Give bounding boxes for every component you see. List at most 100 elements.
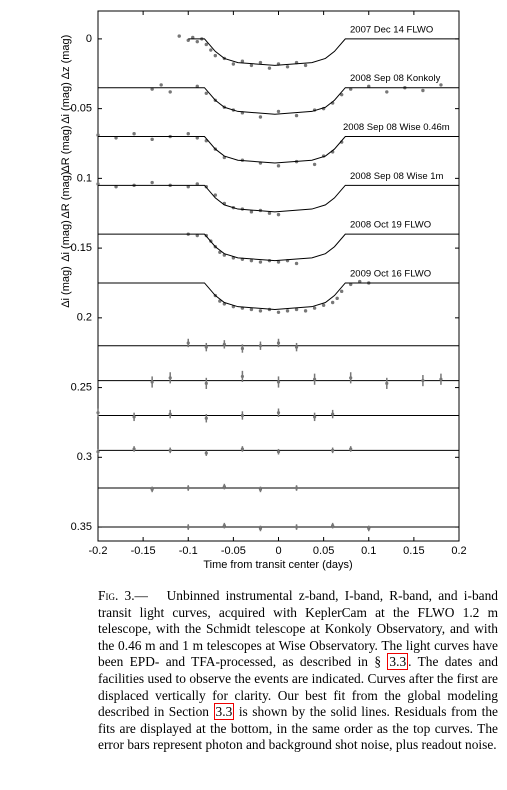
- model-line: [188, 38, 459, 66]
- data-point: [339, 92, 344, 97]
- curve-label: 2008 Sep 08 Konkoly: [350, 73, 441, 84]
- residual-point: [204, 416, 208, 420]
- data-point: [249, 63, 254, 68]
- data-point: [385, 90, 389, 94]
- residual-point: [240, 447, 244, 451]
- data-point: [312, 306, 317, 310]
- residual-point: [331, 524, 335, 528]
- curve-label: 2008 Sep 08 Wise 0.46m: [343, 122, 450, 133]
- x-tick-label: 0.1: [361, 545, 376, 557]
- data-point: [150, 87, 154, 91]
- data-point: [195, 84, 199, 89]
- model-line: [98, 184, 459, 213]
- residual-point: [276, 341, 281, 345]
- x-tick-label: 0.05: [313, 545, 334, 557]
- data-point: [349, 282, 353, 287]
- residual-point: [222, 342, 226, 346]
- x-tick-label: 0.15: [403, 545, 424, 557]
- data-point: [303, 309, 308, 313]
- residual-point: [204, 345, 208, 349]
- caption-label: Fig. 3.—: [98, 588, 148, 603]
- residual-point: [276, 380, 281, 384]
- residual-point: [204, 451, 208, 455]
- x-tick-label: -0.1: [179, 545, 198, 557]
- y-axis-label: Δz (mag): [60, 35, 72, 80]
- residual-point: [150, 487, 154, 491]
- caption-text: is shown by the solid lines. Residuals f…: [98, 704, 498, 753]
- y-axis-label: ΔR (mag): [60, 125, 72, 172]
- y-tick-label: 0.25: [71, 381, 92, 393]
- residual-point: [186, 341, 190, 345]
- x-tick-label: 0.2: [451, 545, 466, 557]
- data-point: [330, 300, 335, 305]
- data-point: [150, 137, 154, 142]
- data-point: [213, 53, 218, 58]
- data-point: [114, 136, 118, 140]
- residual-point: [132, 415, 136, 419]
- y-tick-label: 0.15: [71, 242, 92, 254]
- section-link[interactable]: 3.3: [387, 653, 409, 671]
- residual-point: [186, 486, 190, 490]
- data-point: [276, 109, 281, 114]
- residual-point: [331, 448, 335, 452]
- residual-point: [421, 379, 425, 383]
- data-point: [285, 309, 290, 313]
- residual-point: [313, 415, 317, 419]
- data-point: [367, 84, 371, 89]
- data-point: [209, 48, 213, 52]
- data-point: [150, 180, 154, 185]
- residual-point: [222, 485, 226, 489]
- model-line: [98, 87, 459, 115]
- residual-point: [240, 413, 244, 418]
- y-tick-label: 0.2: [77, 312, 92, 324]
- residual-point: [385, 381, 389, 385]
- residual-point: [168, 448, 172, 452]
- data-point: [159, 83, 163, 87]
- data-point: [195, 182, 199, 186]
- data-point: [249, 210, 254, 214]
- data-point: [258, 115, 263, 119]
- residual-point: [222, 524, 226, 528]
- data-point: [258, 260, 263, 264]
- y-axis-label: ΔR (mag): [60, 171, 72, 218]
- residual-point: [294, 486, 299, 490]
- x-tick-label: -0.2: [89, 545, 108, 557]
- chart: Time from transit center (days) -0.2 -0.1…: [60, 10, 467, 571]
- y-axis-label: Δi (mag): [60, 220, 72, 262]
- data-point: [168, 90, 172, 94]
- data-point: [177, 34, 181, 38]
- residual-point: [276, 411, 281, 415]
- model-line: [98, 233, 459, 262]
- data-point: [132, 132, 136, 136]
- x-tick-label: -0.15: [131, 545, 156, 557]
- data-point: [421, 88, 425, 93]
- data-point: [186, 185, 190, 189]
- residual-point: [240, 346, 244, 351]
- data-point: [195, 233, 199, 238]
- data-point: [267, 211, 272, 215]
- y-axis-label: Δi (mag): [60, 82, 72, 124]
- data-point: [321, 303, 326, 307]
- data-point: [294, 113, 299, 118]
- residual-point: [132, 447, 136, 451]
- data-point: [276, 260, 281, 264]
- residual-point: [150, 380, 154, 384]
- x-axis-label: Time from transit center (days): [203, 559, 352, 571]
- data-point: [231, 62, 236, 66]
- data-point: [285, 65, 290, 69]
- y-tick-label: 0.3: [77, 451, 92, 463]
- data-point: [96, 182, 100, 186]
- data-point: [213, 193, 218, 197]
- data-point: [249, 258, 254, 263]
- section-link[interactable]: 3.3: [213, 703, 235, 721]
- data-point: [276, 164, 281, 168]
- data-point: [186, 132, 190, 136]
- residual-point: [96, 411, 100, 415]
- data-point: [195, 39, 199, 44]
- data-point: [335, 296, 339, 301]
- caption-text: . The dates and facilities used to obser…: [98, 654, 498, 720]
- residual-point: [349, 376, 353, 380]
- curve-label: 2007 Dec 14 FLWO: [350, 24, 433, 35]
- data-point: [303, 63, 308, 68]
